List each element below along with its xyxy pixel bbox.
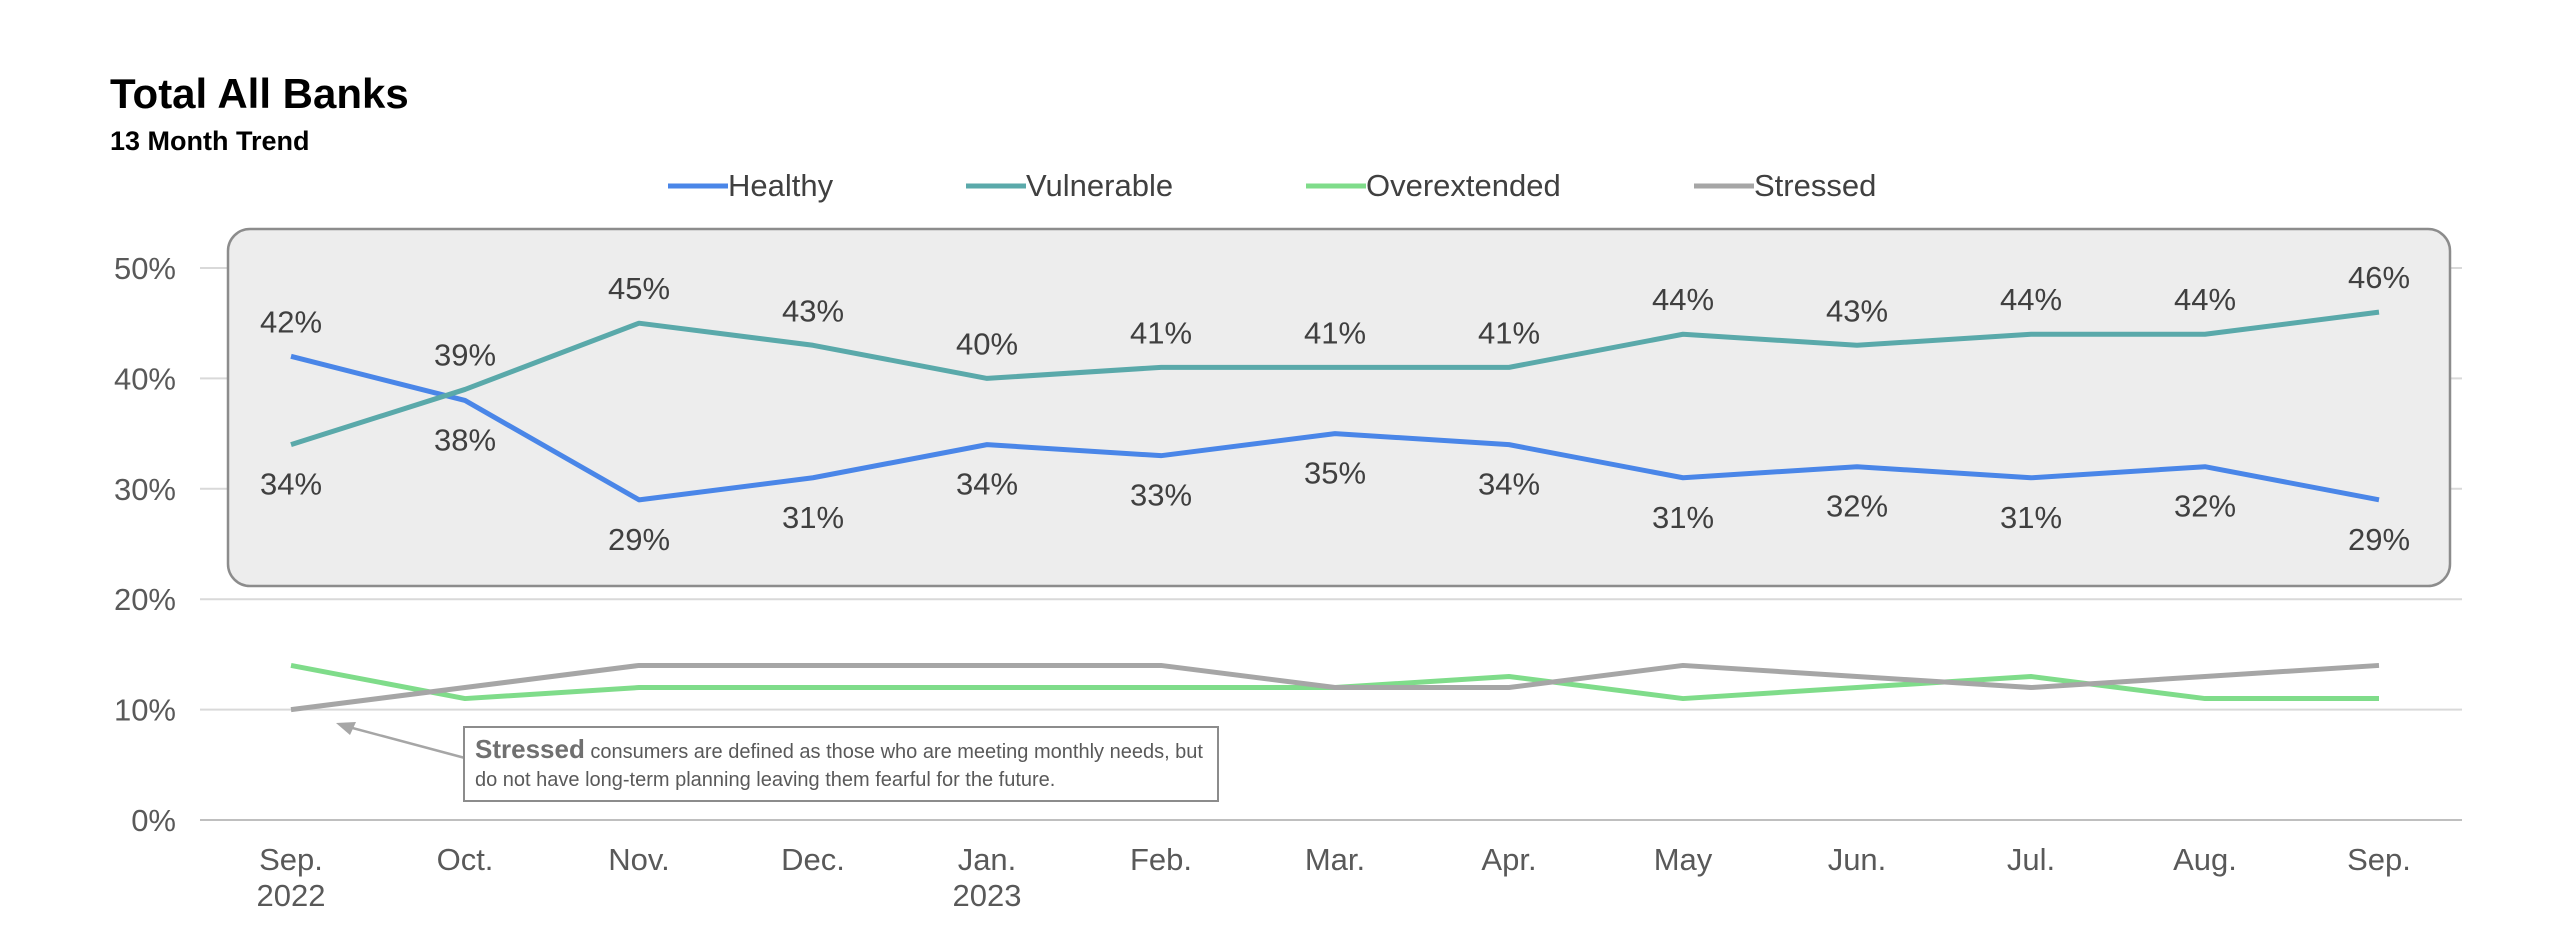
legend-label: Stressed [1754, 168, 1876, 203]
x-tick-label: Nov. [608, 842, 669, 877]
data-label-vulnerable: 43% [782, 293, 844, 328]
data-label-vulnerable: 44% [1652, 282, 1714, 317]
x-tick-label: Jan. 2023 [953, 842, 1022, 913]
x-tick-label: Aug. [2173, 842, 2237, 877]
annotation-text: consumers are defined as those who are m… [475, 741, 1203, 791]
data-label-vulnerable: 39% [434, 337, 496, 372]
x-tick-label: Feb. [1130, 842, 1192, 877]
data-labels: 42% 38% 29% 31% 34% 33% 35% 34% 31% 32% 31% 32% 29% 3… [260, 260, 2410, 557]
x-tick-label: Jun. [1828, 842, 1887, 877]
data-label-vulnerable: 46% [2348, 260, 2410, 295]
y-tick-label: 0% [131, 803, 176, 838]
x-tick-label: May [1654, 842, 1713, 877]
x-tick-label: Dec. [781, 842, 845, 877]
data-label-vulnerable: 43% [1826, 293, 1888, 328]
stressed-annotation: Stressed consumers are defined as those … [463, 726, 1219, 802]
legend-item-overextended: Overextended [1306, 168, 1561, 203]
series-line-healthy [290, 353, 2380, 503]
data-label-vulnerable: 41% [1304, 315, 1366, 350]
data-label-healthy: 35% [1304, 456, 1366, 491]
x-tick-label: Mar. [1305, 842, 1365, 877]
y-tick-label: 40% [114, 361, 176, 396]
data-label-healthy: 32% [2174, 489, 2236, 524]
data-label-vulnerable: 41% [1478, 315, 1540, 350]
x-tick-label: Oct. [437, 842, 494, 877]
data-label-healthy: 31% [782, 500, 844, 535]
data-label-vulnerable: 44% [2174, 282, 2236, 317]
data-label-healthy: 34% [956, 467, 1018, 502]
series-lines [290, 309, 2380, 713]
x-tick-label: Sep. [2347, 842, 2411, 877]
x-tick-label: Jul. [2007, 842, 2055, 877]
legend-label: Overextended [1366, 168, 1561, 203]
data-label-vulnerable: 40% [956, 326, 1018, 361]
data-label-vulnerable: 45% [608, 271, 670, 306]
data-label-healthy: 29% [608, 522, 670, 557]
legend-item-vulnerable: Vulnerable [966, 168, 1173, 203]
data-label-healthy: 31% [1652, 500, 1714, 535]
data-label-vulnerable: 44% [2000, 282, 2062, 317]
legend-label: Healthy [728, 168, 834, 203]
data-label-healthy: 42% [260, 304, 322, 339]
highlight-box [226, 227, 2452, 588]
series-line-stressed [290, 662, 2380, 713]
data-label-healthy: 31% [2000, 500, 2062, 535]
data-label-healthy: 33% [1130, 478, 1192, 513]
x-tick-label: Apr. [1481, 842, 1536, 877]
legend-label: Vulnerable [1026, 168, 1173, 203]
x-tick-label: Sep. 2022 [257, 842, 326, 913]
data-label-healthy: 29% [2348, 522, 2410, 557]
data-label-vulnerable: 34% [260, 467, 322, 502]
data-label-healthy: 34% [1478, 467, 1540, 502]
annotation-bold: Stressed [475, 734, 585, 764]
y-tick-label: 30% [114, 472, 176, 507]
series-line-vulnerable [290, 309, 2380, 448]
chart-subtitle: 13 Month Trend [110, 126, 310, 156]
y-tick-label: 50% [114, 251, 176, 286]
chart-title: Total All Banks [110, 70, 409, 117]
y-tick-label: 20% [114, 582, 176, 617]
x-axis: Sep. 2022 Oct. Nov. Dec. Jan. 2023 Feb. Mar. Apr.… [257, 842, 2411, 913]
data-label-healthy: 32% [1826, 489, 1888, 524]
legend-item-stressed: Stressed [1694, 168, 1876, 203]
data-label-vulnerable: 41% [1130, 315, 1192, 350]
legend: Healthy Vulnerable Overextended Stressed [668, 168, 1876, 203]
y-tick-label: 10% [114, 693, 176, 728]
legend-item-healthy: Healthy [668, 168, 834, 203]
y-axis: 0% 10% 20% 30% 40% 50% [114, 251, 176, 838]
annotation-arrow [336, 722, 466, 760]
data-label-healthy: 38% [434, 422, 496, 457]
